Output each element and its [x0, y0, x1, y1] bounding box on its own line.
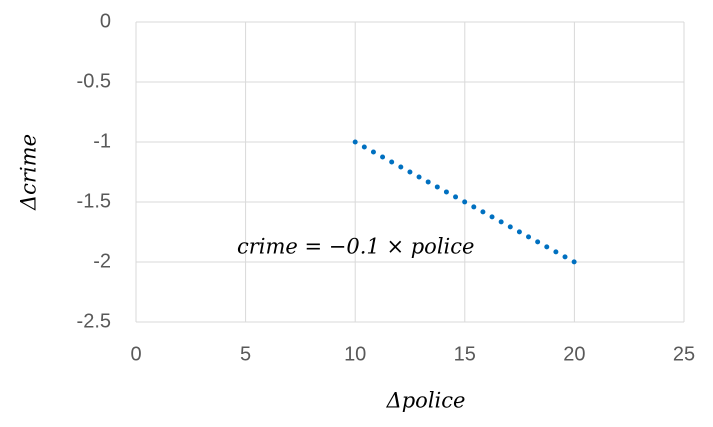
y-axis-title: Δcrime — [17, 134, 41, 211]
y-tick-label: -1 — [93, 130, 111, 152]
x-tick-label: 25 — [673, 343, 695, 365]
y-tick-label: -2 — [93, 250, 111, 272]
x-tick-label: 5 — [240, 343, 251, 365]
data-line — [352, 139, 577, 265]
x-tick-label: 15 — [454, 343, 476, 365]
annotation: crime = −0.1 × police — [237, 235, 474, 259]
x-tick-label: 10 — [344, 343, 366, 365]
y-tick-label: -2.5 — [77, 310, 111, 332]
x-tick-label: 0 — [130, 343, 141, 365]
y-tick-label: 0 — [100, 10, 111, 32]
y-tick-label: -1.5 — [77, 190, 111, 212]
y-tick-label: -0.5 — [77, 70, 111, 92]
x-tick-label: 20 — [563, 343, 585, 365]
x-axis-title: Δpolice — [386, 389, 466, 413]
